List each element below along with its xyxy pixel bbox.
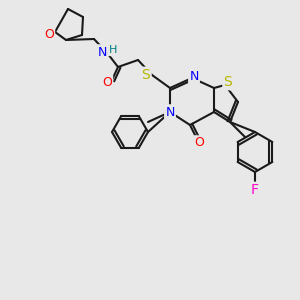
Text: O: O [44,28,54,40]
Text: S: S [224,75,232,89]
Text: H: H [109,45,117,55]
Text: N: N [97,46,107,59]
Text: S: S [142,68,150,82]
Text: N: N [189,70,199,83]
Text: O: O [102,76,112,88]
Text: O: O [194,136,204,149]
Text: N: N [165,106,175,118]
Text: F: F [251,183,259,197]
